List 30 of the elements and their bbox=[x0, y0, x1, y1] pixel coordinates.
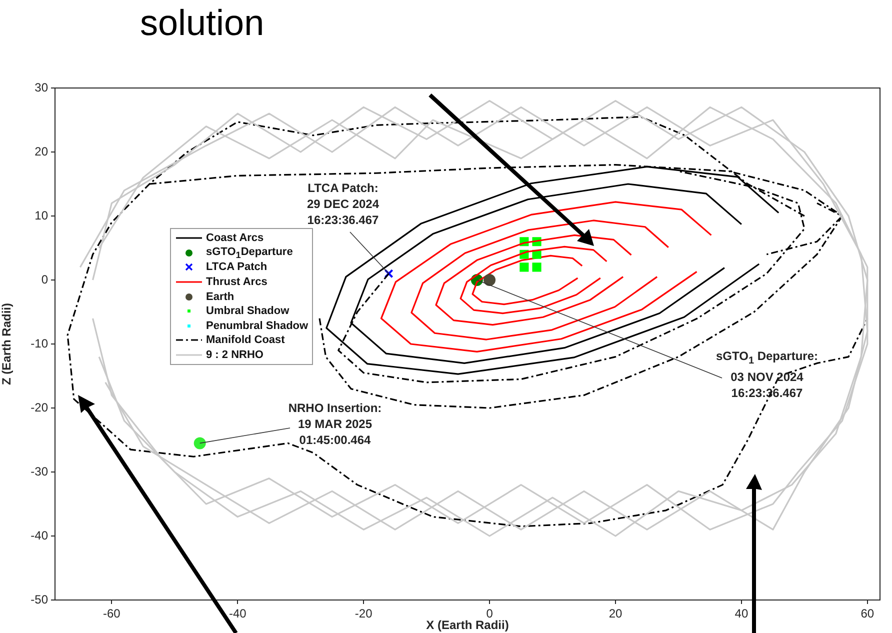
y-tick-label: 30 bbox=[34, 80, 48, 94]
legend-label: LTCA Patch bbox=[206, 261, 268, 274]
x-tick-label: -20 bbox=[354, 606, 373, 621]
legend-label: Umbral Shadow bbox=[206, 305, 290, 318]
legend-label: 9 : 2 NRHO bbox=[206, 349, 264, 362]
legend-label: sGTO$_{1}$Departure bbox=[206, 246, 293, 260]
y-tick-label: -10 bbox=[30, 336, 48, 350]
x-tick-label: 0 bbox=[486, 606, 494, 621]
x-tick-label: 40 bbox=[734, 606, 748, 621]
y-tick-label: -40 bbox=[30, 528, 48, 542]
annotation: LTCA Patch: 29 DEC 2024 16:23:36.467 bbox=[306, 180, 380, 228]
y-tick-label: 20 bbox=[34, 144, 48, 158]
x-tick-label: 20 bbox=[608, 606, 622, 621]
x-axis-title: X (Earth Radii) bbox=[426, 618, 509, 632]
x-tick-label: -60 bbox=[103, 606, 121, 621]
legend-label: Earth bbox=[206, 290, 234, 303]
legend-label: Thrust Arcs bbox=[206, 276, 268, 288]
y-tick-label: -20 bbox=[30, 400, 48, 414]
y-tick-label: -50 bbox=[30, 592, 48, 606]
text: solution bbox=[140, 2, 264, 44]
y-tick-label: 0 bbox=[41, 272, 48, 286]
y-tick-label: -30 bbox=[30, 464, 48, 478]
y-axis-title: Z (Earth Radii) bbox=[0, 302, 14, 386]
x-tick-label: 60 bbox=[860, 606, 874, 621]
annotation: NRHO Insertion: 19 MAR 2025 01:45:00.464 bbox=[288, 400, 382, 448]
y-tick-label: 10 bbox=[34, 208, 48, 222]
x-tick-label: -40 bbox=[228, 606, 247, 621]
legend-label: Coast Arcs bbox=[206, 232, 264, 244]
legend-label: Penumbral Shadow bbox=[206, 320, 308, 332]
legend-label: Manifold Coast bbox=[206, 334, 285, 346]
